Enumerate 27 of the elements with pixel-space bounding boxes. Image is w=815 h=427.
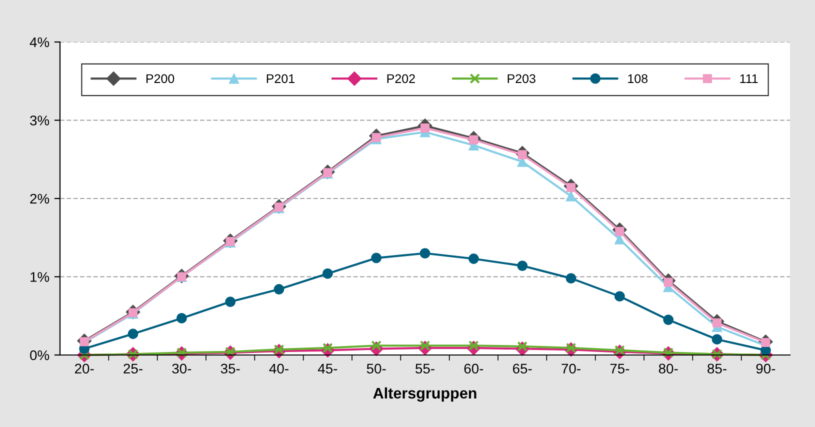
x-tick-label: 65- <box>513 364 532 374</box>
x-tick-label: 20- <box>74 364 94 374</box>
legend-label: P202 <box>387 74 415 84</box>
x-tick-label: 50- <box>366 364 386 374</box>
x-tick-label: 35- <box>220 364 240 374</box>
x-tick-label: 40- <box>269 364 288 374</box>
x-tick-label: 85- <box>708 364 726 374</box>
y-tick-label: 3% <box>30 116 50 126</box>
y-tick-label: 0% <box>30 350 50 360</box>
x-tick-label: 30- <box>172 364 192 374</box>
x-tick-label: 45- <box>318 364 338 374</box>
x-tick-label: 55- <box>416 364 434 374</box>
x-tick-label: 60- <box>464 364 484 374</box>
x-tick-label: 25- <box>124 364 142 374</box>
legend-label: P203 <box>508 74 536 84</box>
legend-label: P201 <box>266 74 294 84</box>
x-tick-label: 75- <box>610 364 630 374</box>
legend-label: P200 <box>146 74 174 84</box>
x-tick-label: 70- <box>562 364 580 374</box>
legend-label: 108 <box>628 74 648 84</box>
y-tick-label: 2% <box>30 194 50 204</box>
x-tick-label: 80- <box>658 364 678 374</box>
x-tick-label: 90- <box>756 364 776 374</box>
y-tick-label: 1% <box>30 272 50 282</box>
legend-label: 111 <box>740 74 758 83</box>
x-axis-title: Altersgruppen <box>373 387 476 402</box>
y-tick-label: 4% <box>30 37 50 48</box>
